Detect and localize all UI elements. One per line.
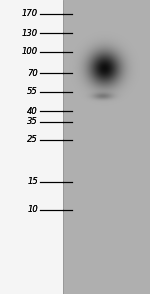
Text: 55: 55 <box>27 88 38 96</box>
Text: 170: 170 <box>22 9 38 19</box>
Text: 25: 25 <box>27 136 38 144</box>
Bar <box>0 0 63 294</box>
Text: 100: 100 <box>22 48 38 56</box>
Text: 10: 10 <box>27 206 38 215</box>
Text: 55: 55 <box>27 88 38 96</box>
Text: 170: 170 <box>22 9 38 19</box>
Text: 15: 15 <box>27 178 38 186</box>
Text: 40: 40 <box>27 106 38 116</box>
Text: 130: 130 <box>22 29 38 38</box>
Text: 10: 10 <box>27 206 38 215</box>
Bar <box>63 0 150 294</box>
Text: 100: 100 <box>22 48 38 56</box>
Text: 130: 130 <box>22 29 38 38</box>
Bar <box>0 0 63 294</box>
Text: 15: 15 <box>27 178 38 186</box>
Text: 35: 35 <box>27 118 38 126</box>
Text: 40: 40 <box>27 106 38 116</box>
Text: 35: 35 <box>27 118 38 126</box>
Text: 25: 25 <box>27 136 38 144</box>
Text: 70: 70 <box>27 69 38 78</box>
Text: 70: 70 <box>27 69 38 78</box>
